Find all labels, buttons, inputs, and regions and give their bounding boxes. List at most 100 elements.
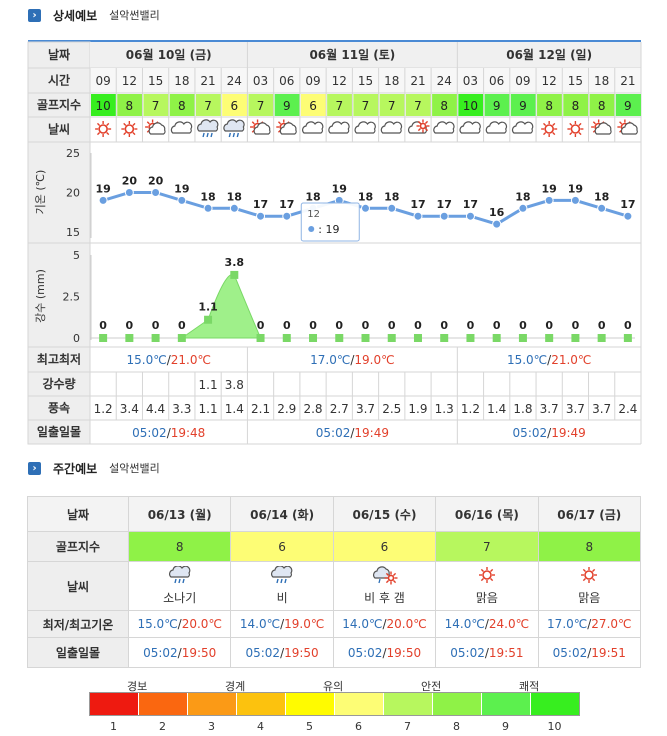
cloud-rain-icon (223, 119, 245, 138)
precipitation-point[interactable] (387, 334, 396, 342)
precipitation-point[interactable] (99, 334, 108, 342)
weekly-max-temp: 19.0℃ (284, 617, 325, 631)
row-label-cell (27, 242, 91, 348)
precipitation-point[interactable] (597, 334, 606, 342)
temperature-point[interactable] (439, 211, 449, 221)
weekly-weather-text: 비 후 갬 (364, 591, 405, 605)
temperature-label: 18 (227, 190, 242, 203)
precipitation-point[interactable] (125, 334, 134, 342)
temperature-point[interactable] (465, 211, 475, 221)
precipitation-point[interactable] (151, 334, 160, 342)
row-label-cell (27, 419, 91, 445)
temperature-tooltip: 12: 19 (300, 202, 360, 242)
golf-index-value: 6 (309, 99, 317, 113)
row-label-cell (27, 116, 91, 143)
weekly-max-temp: 24.0℃ (488, 617, 530, 631)
sun-cloud-icon (276, 119, 297, 135)
precipitation-point[interactable] (440, 334, 449, 342)
day-sun-times: 05:02/19:49 (513, 426, 586, 440)
precipitation-point[interactable] (518, 334, 527, 342)
cloud-icon (302, 121, 324, 134)
temperature-point[interactable] (544, 195, 554, 205)
slot-time: 21 (410, 74, 425, 88)
sunset: 19:48 (171, 426, 206, 440)
sun-separator: / (167, 426, 172, 440)
precipitation-point[interactable] (361, 334, 370, 342)
temperature-point[interactable] (177, 195, 187, 205)
sun-shape (581, 567, 598, 583)
cloud-sun-icon (407, 119, 430, 134)
temperature-point[interactable] (597, 203, 607, 213)
precip-y-label: 강수 (mm) (34, 269, 47, 323)
precipitation-point[interactable] (282, 334, 291, 342)
sunrise: 05:02 (513, 426, 548, 440)
precipitation-label: 0 (493, 319, 501, 332)
temperature-point[interactable] (203, 203, 213, 213)
temperature-label: 18 (384, 190, 399, 203)
temp-separator: / (547, 353, 552, 367)
temperature-point[interactable] (256, 211, 266, 221)
legend-color-bar (89, 692, 580, 716)
legend-level-labels: 경보 경계 유의 안전 쾌적 (89, 678, 580, 693)
golf-index-value: 10 (95, 99, 110, 113)
weekly-max-temp: 27.0℃ (591, 617, 632, 631)
precipitation-point[interactable] (177, 334, 186, 342)
temperature-point[interactable] (151, 188, 161, 197)
cloud-shape (271, 565, 293, 578)
weekly-weather-cell: 맑음 (435, 561, 539, 611)
precipitation-point[interactable] (256, 334, 265, 342)
weekly-sun: 05:02/19:50 (230, 637, 334, 668)
precipitation-label: 0 (598, 319, 606, 332)
golf-index-value: 9 (519, 99, 527, 113)
legend-label: 쾌적 (519, 680, 540, 693)
weekly-weather-text: 맑음 (475, 591, 498, 605)
temperature-point[interactable] (570, 195, 580, 205)
temperature-label: 18 (515, 190, 530, 203)
temperature-point[interactable] (98, 195, 108, 205)
cloud-shape (302, 121, 324, 134)
precipitation-point[interactable] (492, 334, 501, 342)
precipitation-label: 0 (572, 319, 580, 332)
weekly-weather-cell: 비 (230, 561, 334, 611)
temperature-point[interactable] (413, 211, 423, 221)
rain-then-clear-icon (373, 566, 398, 585)
precipitation-point[interactable] (545, 334, 554, 342)
temperature-point[interactable] (282, 211, 292, 221)
weekly-forecast-header: › 주간예보 설악썬밸리 (28, 458, 160, 478)
golf-index-cell (327, 94, 353, 116)
precipitation-point[interactable] (413, 334, 422, 342)
day-min-max: 17.0℃/19.0℃ (310, 353, 394, 367)
temperature-point[interactable] (492, 219, 502, 229)
sun-shape (541, 121, 558, 137)
temperature-point[interactable] (229, 203, 239, 213)
golf-index-value: 9 (493, 99, 501, 113)
precipitation-point[interactable] (230, 270, 239, 279)
slot-time: 09 (515, 74, 530, 88)
temperature-point[interactable] (361, 203, 370, 213)
rain-amount: 3.8 (225, 378, 244, 392)
precipitation-point[interactable] (335, 334, 344, 342)
sun-shape (121, 121, 138, 137)
weekly-min-temp: 14.0℃ (239, 617, 281, 631)
temperature-point[interactable] (623, 211, 633, 221)
temperature-label: 18 (200, 190, 215, 203)
golf-index-cell (615, 94, 641, 116)
precipitation-point[interactable] (466, 334, 475, 342)
row-label-cell (27, 346, 91, 373)
legend-color-swatch (482, 693, 531, 715)
row-label-cell (27, 67, 91, 94)
temperature-label: 17 (463, 198, 478, 211)
temperature-point[interactable] (518, 203, 528, 213)
row-background (90, 68, 641, 93)
precipitation-point[interactable] (571, 334, 580, 342)
precipitation-point[interactable] (204, 315, 213, 324)
temperature-point[interactable] (387, 203, 397, 213)
golf-index-value: 8 (572, 99, 580, 113)
wind-speed: 1.9 (408, 402, 427, 416)
slot-time: 12 (122, 74, 137, 88)
temperature-point[interactable] (124, 188, 134, 197)
weekly-sunrise: 05:02 (347, 645, 383, 660)
sun-cloud-icon (617, 119, 638, 135)
precipitation-point[interactable] (623, 334, 632, 342)
precipitation-point[interactable] (309, 334, 318, 342)
